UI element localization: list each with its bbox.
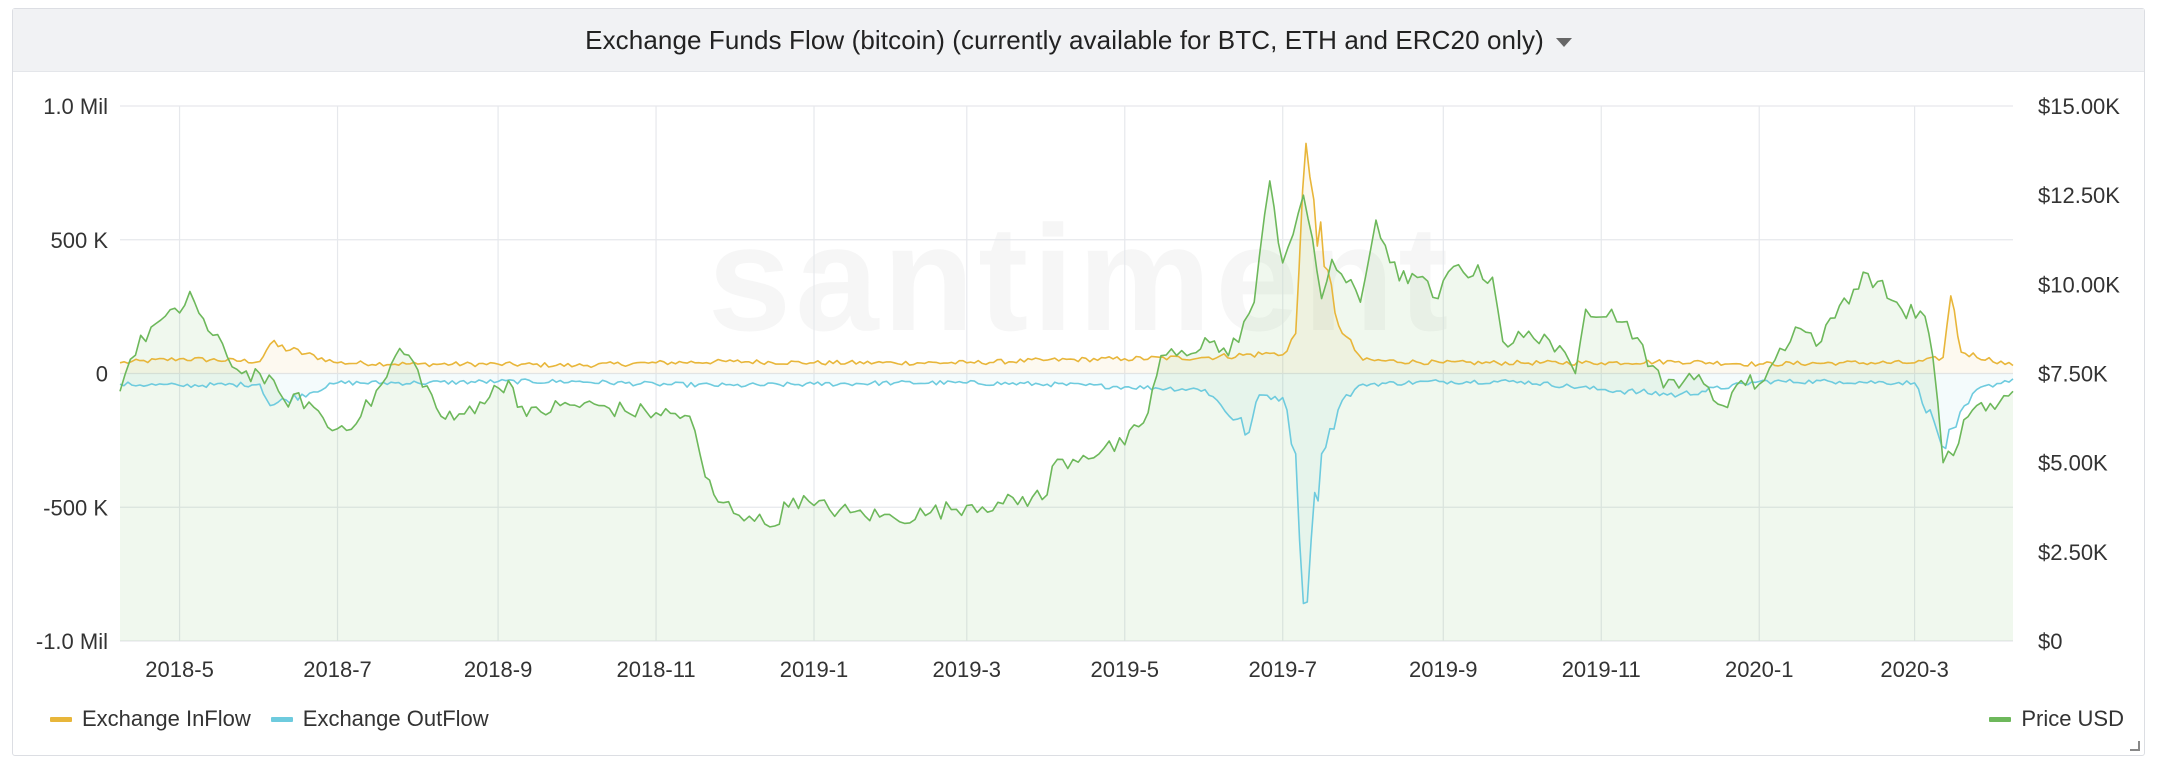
x-axis: 2018-5 2018-7 2018-9 2018-11 2019-1 2019-3 201… xyxy=(145,657,1949,682)
y-left-tick-label: 0 xyxy=(96,362,108,387)
x-tick-label: 2020-1 xyxy=(1725,657,1794,682)
y-right-tick-label: $2.50K xyxy=(2038,540,2108,565)
x-tick-label: 2020-3 xyxy=(1880,657,1949,682)
y-right-tick-label: $15.00K xyxy=(2038,94,2120,119)
y-right-tick-label: $0 xyxy=(2038,629,2062,654)
caret-down-icon[interactable] xyxy=(1555,37,1572,47)
series-line-0[interactable] xyxy=(119,142,2014,369)
legend-label-inflow: Exchange InFlow xyxy=(82,706,251,731)
y-left-tick-label: 500 K xyxy=(51,228,109,253)
legend-swatch-price xyxy=(1989,716,2012,722)
x-tick-label: 2018-5 xyxy=(145,657,214,682)
x-tick-label: 2019-1 xyxy=(780,657,849,682)
legend-right: Price USD xyxy=(1989,706,2124,732)
y-left-tick-label: -1.0 Mil xyxy=(36,629,108,654)
panel-title[interactable]: Exchange Funds Flow (bitcoin) (currently… xyxy=(585,24,1544,55)
x-tick-label: 2019-3 xyxy=(933,657,1002,682)
x-tick-label: 2018-11 xyxy=(616,657,695,682)
legend-item-price[interactable]: Price USD xyxy=(1989,706,2124,732)
series-area-2 xyxy=(120,180,2013,641)
x-tick-label: 2019-5 xyxy=(1091,657,1160,682)
legend-item-outflow[interactable]: Price USD Exchange OutFlow xyxy=(270,706,489,732)
grid xyxy=(120,105,2013,642)
legend-label-price: Price USD xyxy=(2021,706,2124,731)
series-line-1[interactable] xyxy=(119,378,2014,605)
series-lines xyxy=(119,142,2014,605)
series-areas xyxy=(120,143,2013,641)
right-axis: $15.00K $12.50K $10.00K $7.50K $5.00K $2.50K $… xyxy=(2038,94,2120,654)
x-tick-label: 2018-9 xyxy=(464,657,533,682)
x-tick-label: 2018-7 xyxy=(303,657,372,682)
y-right-tick-label: $10.00K xyxy=(2038,272,2120,297)
legend-left: Exchange InFlow Price USD Exchange OutFl… xyxy=(50,706,509,732)
y-right-tick-label: $7.50K xyxy=(2038,362,2108,387)
left-axis: 1.0 Mil 500 K 0 -500 K -1.0 Mil xyxy=(36,94,108,654)
x-tick-label: 2019-11 xyxy=(1562,657,1641,682)
y-left-tick-label: 1.0 Mil xyxy=(43,94,108,119)
legend-item-inflow[interactable]: Exchange InFlow xyxy=(50,706,251,732)
y-left-tick-label: -500 K xyxy=(43,495,108,520)
legend-label-outflow-text: Exchange OutFlow xyxy=(302,706,489,731)
legend-swatch-inflow xyxy=(50,716,72,722)
resize-handle-icon[interactable] xyxy=(2130,741,2140,751)
chart-panel: Exchange Funds Flow (bitcoin) (currently… xyxy=(12,8,2145,756)
y-right-tick-label: $12.50K xyxy=(2038,183,2120,208)
x-tick-label: 2019-9 xyxy=(1409,657,1478,682)
x-tick-label: 2019-7 xyxy=(1248,657,1317,682)
panel-header[interactable]: Exchange Funds Flow (bitcoin) (currently… xyxy=(13,9,2144,72)
series-line-2[interactable] xyxy=(119,180,2014,528)
legend-swatch-outflow xyxy=(270,716,293,722)
y-right-tick-label: $5.00K xyxy=(2038,451,2108,476)
